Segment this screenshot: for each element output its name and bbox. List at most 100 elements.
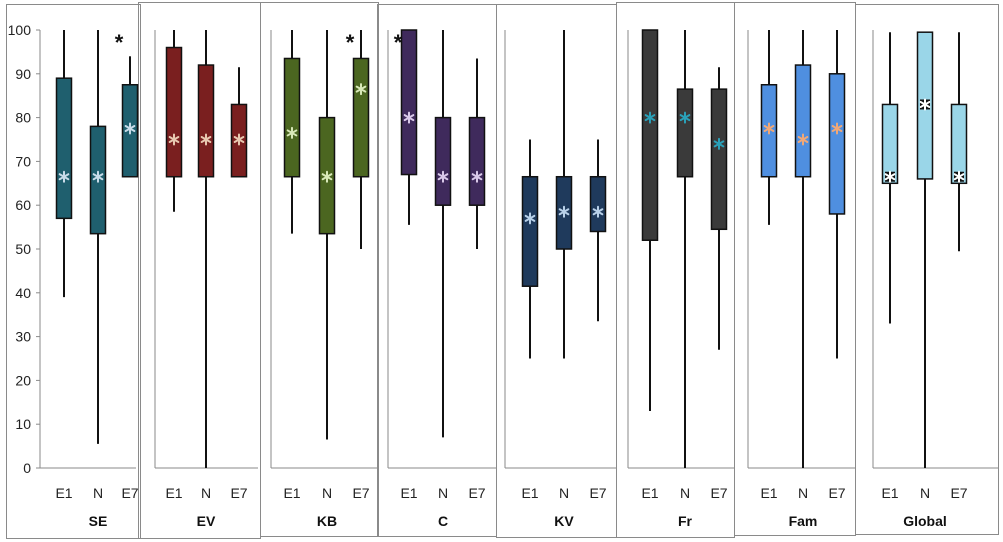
box-iqr (881, 103, 899, 185)
panel-frame-global (855, 4, 999, 535)
box-iqr (794, 64, 812, 178)
panel-labels: E1 N E7 * SE E1 N E7 EV E1 N E7 * KB E1 N E7 * C E1 N E7 KV E1 N… (55, 30, 967, 529)
mean-marker (437, 170, 449, 183)
box-iqr (676, 88, 694, 178)
x-tick-label: E1 (881, 485, 898, 501)
y-tick-label: 80 (15, 110, 31, 126)
mean-marker (403, 111, 415, 124)
significance-asterisk: * (346, 30, 355, 55)
panel-fr (641, 29, 728, 468)
panel-frame-kb (260, 2, 379, 537)
mean-marker (763, 122, 775, 135)
box-kv-e1 (521, 139, 539, 359)
x-tick-label: N (438, 485, 448, 501)
mean-marker (713, 137, 725, 150)
plot-marks (55, 29, 968, 468)
box-global-e1 (881, 32, 899, 324)
box-fam-e1 (760, 30, 778, 225)
box-iqr (950, 103, 968, 185)
x-tick-label: E1 (165, 485, 182, 501)
mean-marker (797, 133, 809, 146)
panel-frames (6, 2, 999, 539)
mean-marker (524, 212, 536, 225)
y-tick-label: 60 (15, 197, 31, 213)
panel-frame-se (6, 4, 141, 539)
x-tick-label: N (559, 485, 569, 501)
mean-marker (58, 170, 70, 183)
x-tick-label: N (920, 485, 930, 501)
y-axis: 0 10 20 30 40 50 60 70 80 90 100 (8, 22, 40, 476)
box-iqr (589, 175, 607, 233)
panel-kv (521, 30, 607, 359)
box-fr-e1 (641, 29, 659, 412)
panel-global (881, 31, 968, 468)
box-se-e7 (121, 56, 139, 178)
y-tick-label: 90 (15, 66, 31, 82)
mean-marker (200, 133, 212, 146)
box-fam-n (794, 30, 812, 468)
x-tick-label: E1 (55, 485, 72, 501)
y-tick-label: 70 (15, 153, 31, 169)
significance-asterisk: * (394, 30, 403, 55)
box-ev-e1 (165, 30, 183, 212)
mean-marker (233, 133, 245, 146)
box-kv-e7 (589, 139, 607, 322)
box-ev-n (197, 30, 215, 468)
box-c-e7 (468, 58, 486, 249)
x-tick-label: E1 (760, 485, 777, 501)
x-tick-label: E7 (352, 485, 369, 501)
box-iqr (165, 46, 183, 178)
x-tick-label: E1 (641, 485, 658, 501)
box-fr-e7 (710, 67, 728, 350)
panel-ev (165, 30, 248, 468)
x-tick-label: N (322, 485, 332, 501)
x-tick-label: E7 (710, 485, 727, 501)
box-iqr (197, 64, 215, 178)
y-tick-label: 30 (15, 329, 31, 345)
x-tick-label: E7 (828, 485, 845, 501)
box-ev-e7 (230, 67, 248, 178)
box-iqr (710, 88, 728, 231)
mean-marker (953, 170, 965, 183)
box-iqr (434, 116, 452, 206)
panel-label-fr: Fr (678, 513, 693, 529)
x-tick-label: N (680, 485, 690, 501)
panel-label-se: SE (89, 513, 108, 529)
box-iqr (468, 116, 486, 206)
mean-marker (286, 126, 298, 139)
box-fr-n (676, 30, 694, 468)
panel-label-kv: KV (554, 513, 574, 529)
box-fam-e7 (828, 30, 846, 359)
panel-frame-fr (616, 2, 735, 538)
mean-marker (592, 205, 604, 218)
y-tick-label: 0 (23, 460, 31, 476)
x-tick-label: E1 (400, 485, 417, 501)
panel-fam (760, 30, 846, 468)
mean-marker (831, 122, 843, 135)
mean-marker (644, 111, 656, 124)
mean-marker (679, 111, 691, 124)
box-kv-n (555, 30, 573, 359)
x-tick-label: E7 (950, 485, 967, 501)
mean-marker (471, 170, 483, 183)
box-iqr (641, 29, 659, 241)
x-tick-label: E7 (230, 485, 247, 501)
mean-marker (558, 205, 570, 218)
box-iqr (400, 29, 418, 176)
y-tick-label: 20 (15, 372, 31, 388)
box-iqr (283, 57, 301, 178)
box-iqr (55, 77, 73, 220)
panel-se (55, 30, 139, 444)
box-se-n (89, 30, 107, 444)
y-tick-label: 10 (15, 416, 31, 432)
box-global-n (916, 31, 934, 468)
box-kb-n (318, 30, 336, 440)
box-c-e1 (400, 29, 418, 225)
panel-label-ev: EV (197, 513, 216, 529)
y-tick-label: 40 (15, 285, 31, 301)
significance-asterisk: * (115, 30, 124, 55)
y-tick-label: 100 (8, 22, 32, 38)
mean-marker (355, 83, 367, 96)
box-c-n (434, 30, 452, 438)
